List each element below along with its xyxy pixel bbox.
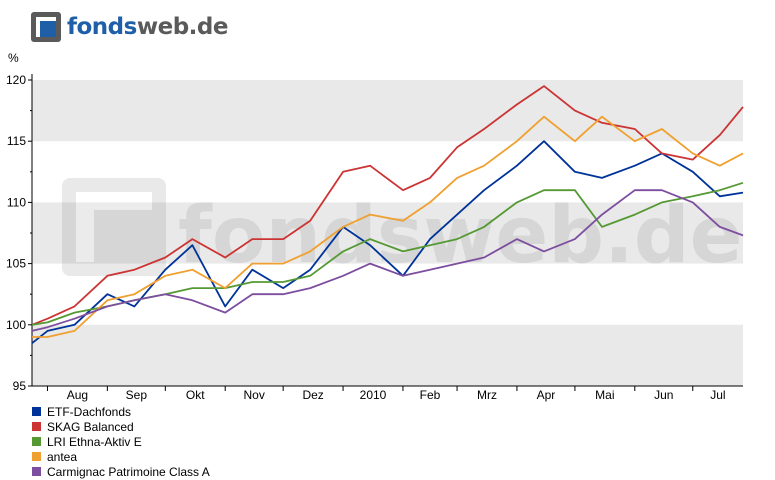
x-axis: Aug Sep Okt Nov Dez 2010 Feb Mrz Apr Mai Jun Jul <box>32 385 743 402</box>
x-tick-label: Dez <box>302 388 323 402</box>
y-tick-label: 105 <box>6 257 26 271</box>
x-tick-label: Aug <box>67 388 88 402</box>
legend-label: Carmignac Patrimoine Class A <box>47 464 210 479</box>
legend: ETF-Dachfonds SKAG Balanced LRI Ethna-Akti… <box>32 404 210 479</box>
x-tick-label: 2010 <box>360 388 387 402</box>
x-tick-label: Mai <box>595 388 614 402</box>
logo-window-icon <box>31 12 61 42</box>
y-axis-label: % <box>8 51 19 65</box>
legend-swatch <box>32 422 41 431</box>
y-tick-label: 110 <box>7 195 26 209</box>
series-line <box>32 115 744 338</box>
legend-item: ETF-Dachfonds <box>32 404 210 419</box>
chart-background-bands <box>32 80 743 386</box>
legend-swatch <box>32 407 41 416</box>
legend-swatch <box>32 452 41 461</box>
series-line <box>31 85 744 326</box>
watermark-text: fondsweb.de <box>178 191 742 281</box>
background-band <box>32 80 743 142</box>
logo-text-main: web.de <box>136 14 229 40</box>
series-lines <box>31 85 744 344</box>
x-tick-label: Jul <box>710 388 725 402</box>
fondsweb-logo: fondsweb.de <box>30 10 228 44</box>
x-tick-label: Apr <box>537 388 556 402</box>
series-line <box>31 189 744 332</box>
y-axis: 95 100 105 110 115 120 <box>6 73 33 393</box>
logo-text: fondsweb.de <box>67 14 228 40</box>
legend-label: SKAG Balanced <box>47 419 134 434</box>
y-tick-label: 100 <box>6 318 26 332</box>
y-tick-label: 95 <box>13 379 27 393</box>
legend-item: antea <box>32 449 210 464</box>
y-tick-label: 115 <box>7 134 26 148</box>
legend-label: ETF-Dachfonds <box>47 404 132 419</box>
legend-item: LRI Ethna-Aktiv E <box>32 434 210 449</box>
legend-item: SKAG Balanced <box>32 419 210 434</box>
legend-item: Carmignac Patrimoine Class A <box>32 464 210 479</box>
x-tick-label: Nov <box>244 388 265 402</box>
x-tick-label: Jun <box>654 388 673 402</box>
legend-label: antea <box>47 449 78 464</box>
x-tick-label: Mrz <box>477 388 497 402</box>
watermark: fondsweb.de <box>62 178 742 281</box>
background-band <box>32 324 743 386</box>
legend-label: LRI Ethna-Aktiv E <box>47 434 142 449</box>
x-tick-label: Okt <box>186 388 205 402</box>
y-tick-label: 120 <box>6 73 26 87</box>
legend-swatch <box>32 467 41 476</box>
background-band <box>32 202 743 264</box>
x-tick-label: Sep <box>126 388 148 402</box>
x-tick-label: Feb <box>420 388 441 402</box>
legend-swatch <box>32 437 41 446</box>
logo-text-accent: fonds <box>67 14 137 40</box>
series-line <box>31 140 744 344</box>
